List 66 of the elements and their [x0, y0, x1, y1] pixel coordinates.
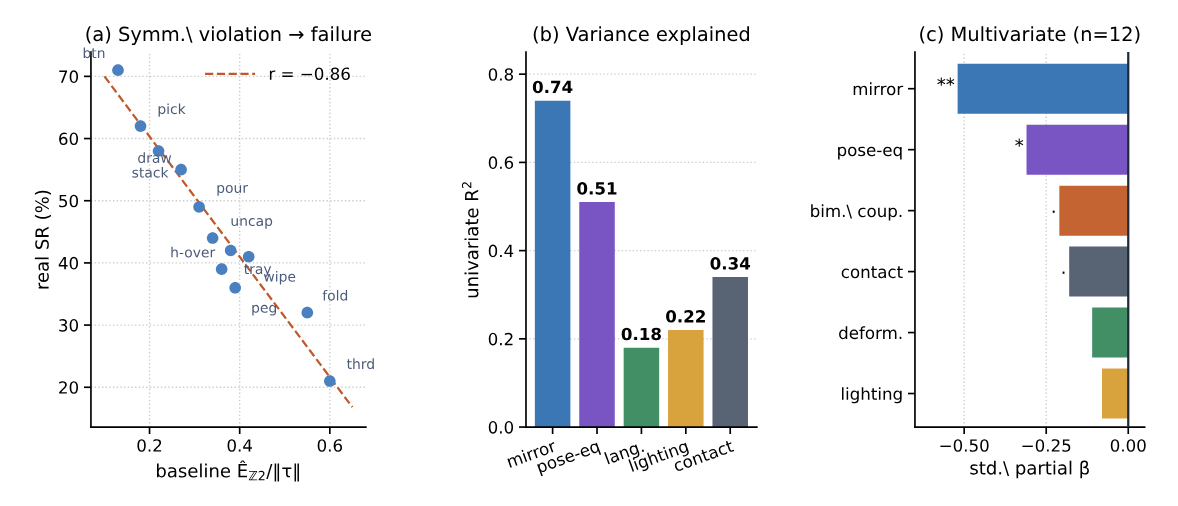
- annotation: uncap: [231, 218, 273, 229]
- point: [193, 201, 205, 213]
- y-axis-title: real SR (%): [34, 190, 51, 289]
- y-tick-label: mirror: [853, 82, 904, 96]
- annotation: stack: [132, 166, 169, 178]
- chart-title: (c) Multivariate (n=12): [920, 26, 1140, 44]
- x-tick-label: −0.50: [940, 439, 989, 452]
- annotation: .: [1062, 271, 1065, 274]
- y-tick-label: 0.0: [488, 421, 514, 434]
- data-label: 0.51: [577, 182, 617, 195]
- bar: [668, 330, 704, 428]
- point: [229, 281, 241, 294]
- point: [175, 163, 187, 176]
- point: [215, 263, 228, 275]
- y-tick-label: lighting: [842, 387, 902, 404]
- point: [206, 232, 219, 244]
- bar: [623, 347, 660, 428]
- annotation: .: [1052, 210, 1055, 213]
- x-tick-label: 0.00: [1110, 439, 1146, 452]
- y-tick-label: 0.2: [488, 332, 513, 346]
- chart-title: (a) Symm.\ violation → failure: [86, 26, 372, 46]
- y-tick-label: bim.\ coup.: [811, 204, 902, 221]
- y-tick-label: 30: [59, 319, 79, 332]
- point: [224, 244, 237, 257]
- point: [242, 250, 255, 263]
- x-axis-title: baseline Ê$_{ℤ2}$/‖τ‖: [157, 460, 299, 482]
- data-label: 0.22: [666, 310, 705, 323]
- annotation: pick: [158, 103, 186, 117]
- annotation: thrd: [346, 358, 374, 370]
- x-tick-label: −0.25: [1022, 439, 1071, 452]
- annotation: draw: [138, 152, 172, 164]
- y-axis-title: univariate R$^{2}$: [461, 182, 479, 298]
- bar: [712, 277, 748, 428]
- point: [301, 306, 314, 319]
- x-tick-label: 0.2: [137, 439, 162, 452]
- y-tick-label: deform.: [839, 326, 902, 340]
- legend-label: r = −0.86: [269, 67, 350, 81]
- y-tick-label: 0.6: [488, 156, 514, 169]
- y-tick-label: 60: [59, 132, 79, 146]
- y-tick-label: 20: [59, 381, 79, 394]
- data-label: 0.18: [621, 327, 661, 341]
- data-label: 0.74: [532, 80, 573, 94]
- bar: [579, 202, 615, 428]
- x-tick-label: 0.6: [317, 439, 343, 452]
- y-tick-label: 0.4: [488, 244, 514, 258]
- annotation: **: [937, 77, 955, 86]
- annotation: pour: [217, 185, 249, 196]
- annotation: peg: [252, 304, 276, 316]
- point: [324, 375, 336, 387]
- annotation: fold: [322, 289, 348, 301]
- x-axis-title: std.\ partial β: [970, 460, 1089, 479]
- y-tick-label: 70: [59, 70, 79, 83]
- y-tick-label: pose-eq: [838, 146, 902, 160]
- y-tick-label: 40: [58, 256, 79, 270]
- annotation: *: [1015, 138, 1024, 147]
- annotation: h-over: [171, 246, 216, 258]
- y-tick-label: 50: [59, 194, 79, 208]
- chart-title: (b) Variance explained: [533, 26, 749, 46]
- x-tick-label: 0.4: [227, 439, 252, 452]
- data-label: 0.34: [710, 257, 751, 270]
- annotation: btn: [83, 47, 105, 59]
- y-tick-label: contact: [841, 266, 903, 279]
- y-tick-label: 0.8: [488, 68, 514, 81]
- point: [112, 64, 124, 76]
- bar: [534, 100, 571, 428]
- point: [134, 120, 147, 132]
